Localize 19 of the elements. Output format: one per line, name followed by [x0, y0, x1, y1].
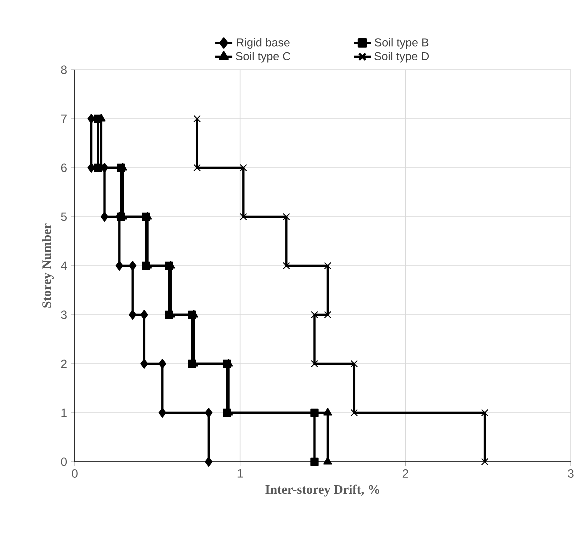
- y-tick-label: 7: [61, 114, 67, 124]
- x-tick-label: 2: [402, 470, 408, 478]
- y-tick-label: 8: [61, 66, 67, 74]
- x-axis-title: Inter-storey Drift, %: [266, 484, 380, 497]
- legend-label: Soil type B: [375, 38, 429, 49]
- y-tick-label: 3: [61, 310, 67, 320]
- x-tick-label: 3: [568, 470, 574, 478]
- y-tick-label: 4: [61, 262, 68, 270]
- y-tick-label: 6: [61, 164, 67, 172]
- y-axis-title: Storey Number: [42, 224, 54, 308]
- y-tick-label: 2: [61, 360, 67, 368]
- y-tick-label: 1: [62, 408, 67, 418]
- legend-label: Rigid base: [237, 38, 290, 49]
- legend-label: Soil type C: [236, 52, 291, 63]
- y-tick-label: 5: [61, 212, 67, 222]
- y-tick-label: 0: [61, 458, 68, 466]
- x-tick-label: 0: [72, 470, 78, 478]
- x-tick-label: 1: [238, 470, 244, 478]
- legend-label: Soil type D: [374, 52, 430, 63]
